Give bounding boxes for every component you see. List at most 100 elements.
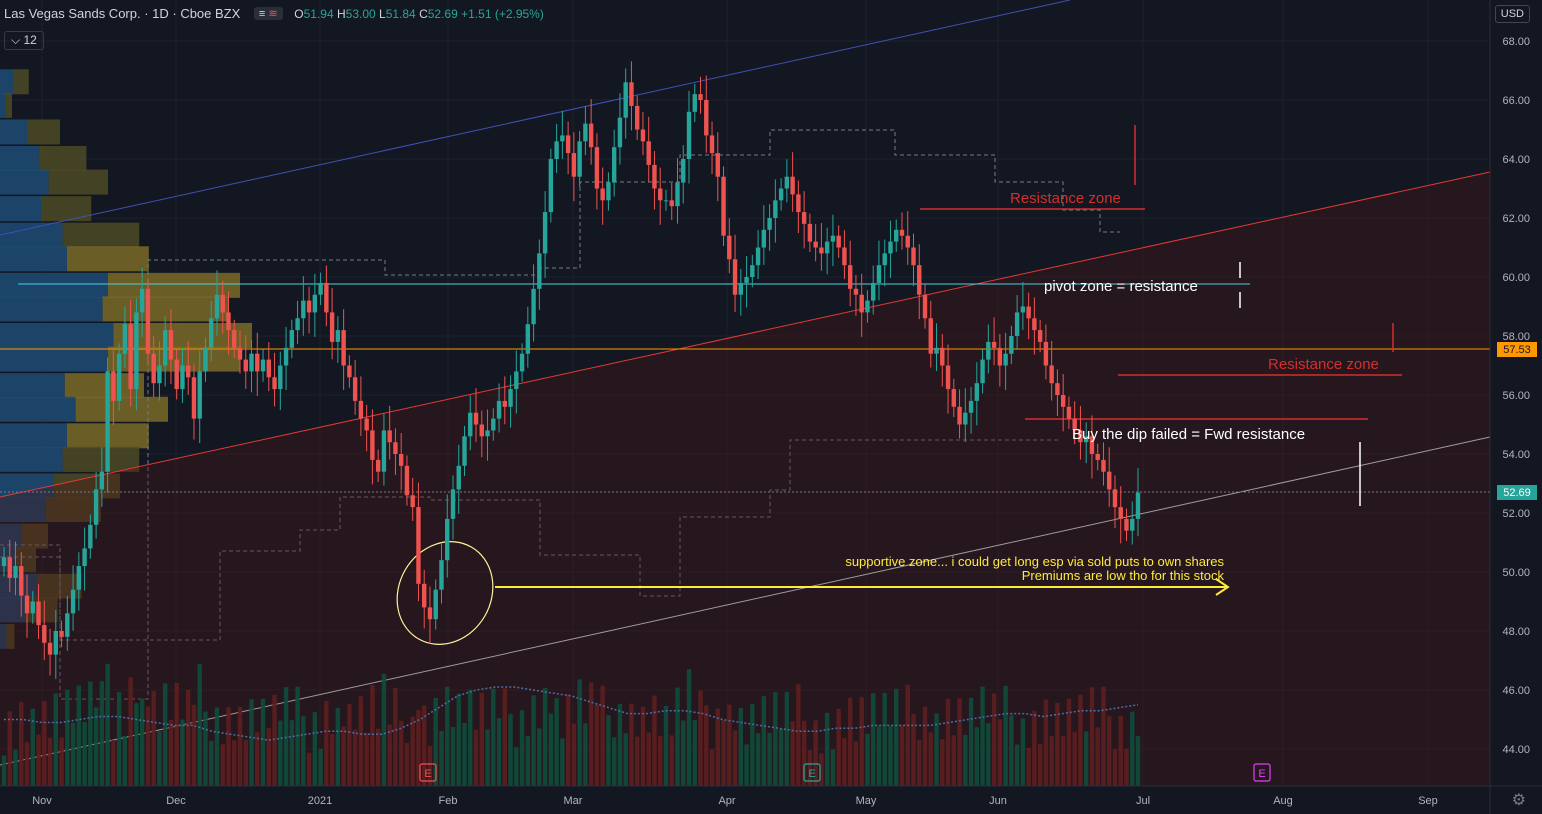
volume-bar <box>93 707 99 786</box>
symbol-title[interactable]: Las Vegas Sands Corp. · 1D · Cboe BZX <box>4 6 241 21</box>
volume-bar <box>824 712 830 786</box>
volume-profile-down <box>113 323 253 348</box>
candle-body <box>773 200 778 218</box>
price-tick-label: 50.00 <box>1502 567 1530 579</box>
candle-body <box>341 330 346 366</box>
volume-bar <box>911 714 916 786</box>
volume-bar <box>957 698 962 786</box>
volume-bar <box>381 673 387 786</box>
candle-body <box>249 353 254 372</box>
volume-bar <box>853 741 859 786</box>
volume-bar <box>577 679 582 786</box>
candle-body <box>427 607 433 620</box>
volume-bar <box>145 706 151 786</box>
volume-bar <box>796 684 801 786</box>
time-axis[interactable]: Nov Dec 2021 Feb Mar Apr May Jun Jul Aug Sep <box>32 795 1438 807</box>
candle-body <box>750 265 755 277</box>
level-label: 57.53 <box>1503 344 1531 356</box>
volume-bar <box>514 747 519 786</box>
ohlc-readout: O51.94 H53.00 L51.84 C52.69 +1.51 (+2.95… <box>294 7 544 21</box>
volume-bar <box>1118 715 1123 786</box>
candle-body <box>554 141 559 159</box>
price-axis[interactable]: 68.00 66.00 64.00 62.00 60.00 58.00 56.00 54.00… <box>1502 36 1530 756</box>
volume-bar <box>801 720 807 786</box>
candle-body <box>24 595 30 614</box>
volume-bar <box>836 708 841 786</box>
support-ellipse <box>396 541 494 645</box>
candle-body <box>370 430 375 460</box>
candle-body <box>1055 383 1060 395</box>
volume-bar <box>122 736 128 786</box>
volume-bar <box>157 731 162 786</box>
candle-body <box>899 229 905 236</box>
price-labels: 57.53 52.69 <box>1497 342 1537 500</box>
arrow-head-icon <box>1215 578 1230 596</box>
currency-badge[interactable]: USD <box>1494 5 1530 23</box>
volume-bar <box>525 736 531 786</box>
candle-body <box>940 347 945 366</box>
candle-body <box>704 100 709 136</box>
candle-body <box>1112 489 1118 508</box>
volume-bar <box>986 723 991 786</box>
volume-bar <box>422 705 427 786</box>
gear-icon[interactable]: ⚙ <box>1511 792 1526 809</box>
volume-profile-down <box>45 497 101 523</box>
toggle-red-icon[interactable]: ≋ <box>268 8 278 20</box>
volume-bar <box>698 690 703 786</box>
candle-body <box>1130 518 1135 531</box>
volume-bar <box>750 703 755 786</box>
candle-body <box>393 442 398 454</box>
volume-bar <box>652 695 657 786</box>
volume-bar <box>899 725 905 786</box>
candle-body <box>36 601 41 626</box>
volume-bar <box>565 694 571 786</box>
volume-bar <box>951 735 956 786</box>
candle-body <box>7 557 12 578</box>
candle-body <box>318 282 323 295</box>
candle-body <box>485 430 490 437</box>
indicator-collapse[interactable]: ⌵ 12 <box>4 31 44 50</box>
candle-body <box>387 430 392 443</box>
candle-body <box>30 601 35 614</box>
header-toggles[interactable]: ≡ ≋ <box>253 7 283 20</box>
candle-body <box>894 229 899 242</box>
time-tick-label: Sep <box>1418 795 1438 807</box>
volume-bar <box>767 732 772 786</box>
volume-bar <box>732 730 738 786</box>
price-tick-label: 58.00 <box>1502 331 1530 343</box>
candle-body <box>1066 406 1072 419</box>
candle-body <box>778 188 784 201</box>
volume-bar <box>209 741 214 786</box>
volume-profile-up <box>0 323 114 348</box>
candle-body <box>445 518 450 561</box>
toggle-icon[interactable]: ≡ <box>258 8 266 20</box>
volume-bar <box>617 704 623 786</box>
volume-bar <box>220 744 225 786</box>
volume-bar <box>260 698 266 786</box>
volume-bar <box>744 744 749 786</box>
candle-body <box>617 117 623 148</box>
volume-bar <box>82 722 87 786</box>
time-tick-label: Jul <box>1136 795 1150 807</box>
volume-profile-up <box>0 346 108 372</box>
volume-profile-up <box>0 246 67 272</box>
price-tick-label: 52.00 <box>1502 508 1530 520</box>
volume-bar <box>450 727 456 786</box>
volume-bar <box>1072 731 1077 786</box>
candle-body <box>404 465 410 496</box>
volume-bar <box>99 681 105 786</box>
candle-body <box>53 631 59 655</box>
price-tick-label: 66.00 <box>1502 95 1530 107</box>
volume-bar <box>819 753 824 786</box>
level-label-bg <box>1497 342 1537 357</box>
volume-bar <box>278 720 283 786</box>
volume-bar <box>882 692 887 786</box>
candle-body <box>1118 507 1123 519</box>
price-tick-label: 68.00 <box>1502 36 1530 48</box>
volume-bar <box>1135 735 1141 786</box>
volume-bar <box>560 738 565 786</box>
candle-body <box>116 353 122 401</box>
time-tick-label: Mar <box>564 795 583 807</box>
